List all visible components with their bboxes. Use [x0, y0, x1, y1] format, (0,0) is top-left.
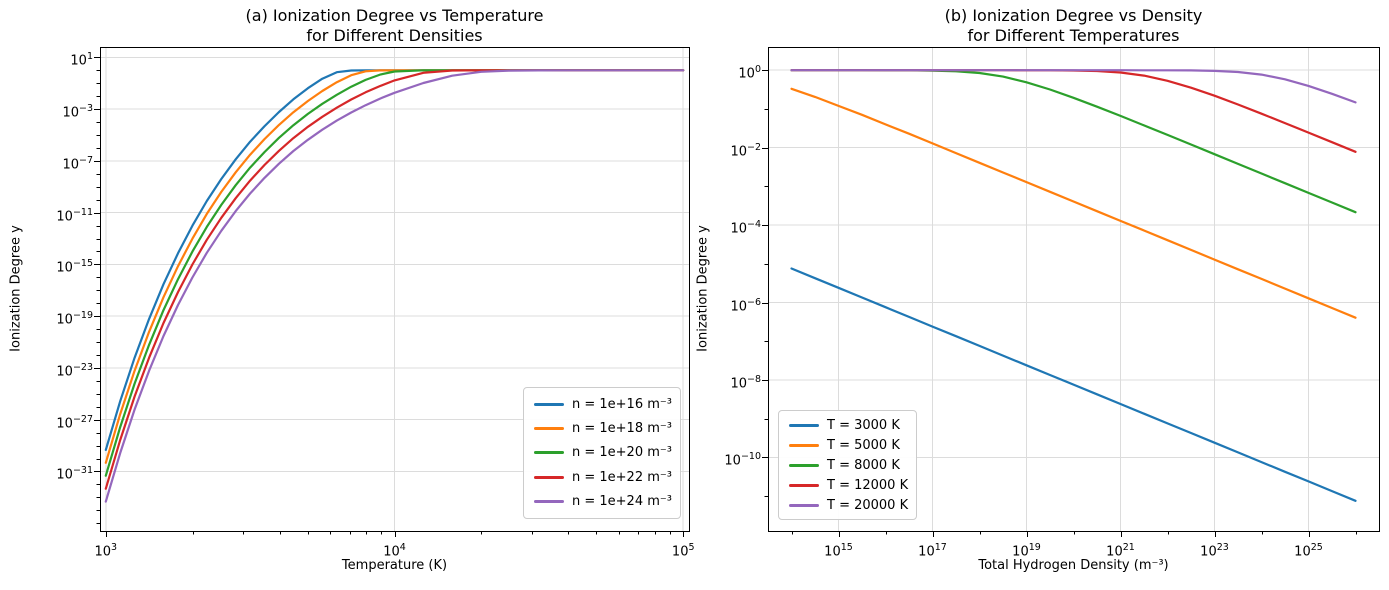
y-tick-label: 10−23: [56, 361, 93, 380]
legend-line-swatch: [534, 427, 564, 431]
y-tick-label: 101: [70, 51, 93, 69]
right-yaxis-label: Ionization Degree y: [695, 225, 711, 352]
legend-label: n = 1e+18 m⁻³: [572, 421, 672, 437]
legend-line-swatch: [789, 423, 819, 427]
legend-line-swatch: [789, 483, 819, 487]
x-tick-label: 1017: [918, 542, 947, 560]
right-plot-title: (b) Ionization Degree vs Density for Dif…: [768, 6, 1379, 46]
legend-entry: n = 1e+16 m⁻³: [534, 397, 674, 412]
left-legend: n = 1e+16 m⁻³ n = 1e+18 m⁻³ n = 1e+20 m⁻³ n…: [523, 387, 681, 519]
legend-entry: T = 5000 K: [789, 438, 910, 453]
y-tick-label: 10−2: [730, 141, 761, 159]
y-tick-label: 10−3: [62, 103, 93, 121]
y-tick-label: 10−10: [724, 451, 761, 469]
legend-entry: T = 20000 K: [789, 498, 910, 513]
series-curve-right-1: [790, 87, 1357, 319]
legend-line-swatch: [789, 463, 819, 467]
legend-entry: n = 1e+18 m⁻³: [534, 421, 674, 436]
y-tick-label: 100: [738, 64, 761, 82]
x-tick-label: 1015: [824, 542, 853, 560]
x-tick-label: 105: [671, 542, 695, 560]
left-yaxis-label: Ionization Degree y: [8, 225, 24, 352]
right-xaxis-label: Total Hydrogen Density (m⁻³): [978, 558, 1169, 573]
right-plot-title-line2: for Different Temperatures: [967, 26, 1180, 45]
legend-entry: n = 1e+22 m⁻³: [534, 470, 674, 485]
y-tick-label: 10−15: [56, 258, 93, 276]
left-plot-title-line2: for Different Densities: [306, 26, 483, 45]
legend-label: T = 20000 K: [827, 497, 909, 513]
right-plot-title-line1: (b) Ionization Degree vs Density: [944, 6, 1203, 25]
x-tick-label: 1025: [1294, 542, 1323, 560]
series-curve-right-0: [790, 267, 1357, 502]
y-tick-label: 10−11: [56, 206, 93, 224]
left-plot-title-line1: (a) Ionization Degree vs Temperature: [245, 6, 544, 25]
series-curve-right-4: [790, 69, 1357, 104]
legend-entry: T = 3000 K: [789, 418, 910, 433]
legend-line-swatch: [534, 475, 564, 479]
right-legend: T = 3000 K T = 5000 K T = 8000 K T = 12000 …: [778, 410, 917, 520]
legend-line-swatch: [534, 451, 564, 455]
y-tick-label: 10−7: [62, 154, 93, 173]
y-tick-label: 10−19: [56, 310, 93, 328]
legend-label: T = 5000 K: [827, 437, 900, 453]
series-curve-right-2: [790, 69, 1357, 214]
x-tick-label: 1019: [1012, 542, 1041, 560]
legend-label: T = 12000 K: [827, 477, 909, 493]
x-tick-label: 103: [94, 542, 118, 560]
legend-label: n = 1e+22 m⁻³: [572, 469, 672, 485]
legend-line-swatch: [789, 443, 819, 447]
y-tick-label: 10−4: [730, 219, 761, 237]
legend-entry: T = 12000 K: [789, 478, 910, 493]
legend-entry: n = 1e+20 m⁻³: [534, 445, 674, 460]
left-xaxis-label: Temperature (K): [341, 558, 448, 573]
x-tick-label: 1021: [1106, 542, 1135, 560]
legend-line-swatch: [534, 500, 564, 504]
y-tick-label: 10−31: [56, 465, 93, 483]
legend-line-swatch: [789, 503, 819, 507]
x-tick-label: 1023: [1200, 542, 1229, 560]
x-tick-label: 104: [383, 542, 406, 560]
legend-entry: n = 1e+24 m⁻³: [534, 494, 674, 509]
legend-label: T = 8000 K: [827, 457, 900, 473]
legend-label: T = 3000 K: [827, 417, 900, 433]
left-plot-title: (a) Ionization Degree vs Temperature for…: [100, 6, 689, 46]
legend-label: n = 1e+24 m⁻³: [572, 494, 672, 510]
series-curve-right-3: [790, 69, 1357, 153]
y-tick-label: 10−27: [56, 413, 93, 432]
y-tick-label: 10−8: [730, 373, 761, 392]
legend-entry: T = 8000 K: [789, 458, 910, 473]
series-curve-left-4: [104, 69, 685, 503]
legend-label: n = 1e+20 m⁻³: [572, 445, 672, 461]
y-tick-label: 10−6: [730, 296, 761, 314]
legend-label: n = 1e+16 m⁻³: [572, 396, 672, 412]
legend-line-swatch: [534, 402, 564, 406]
